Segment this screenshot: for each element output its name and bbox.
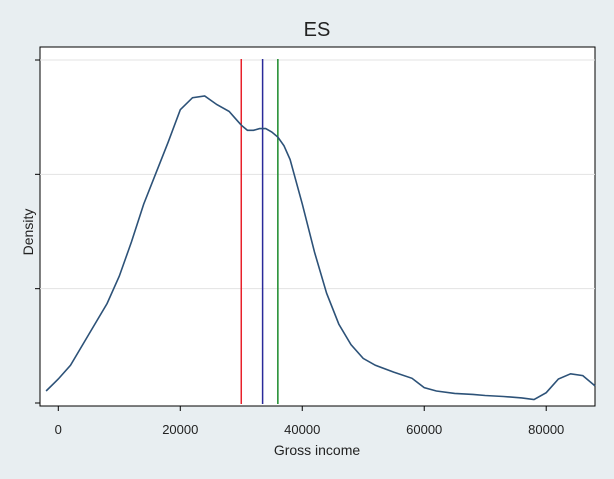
y-axis-label: Density bbox=[20, 209, 36, 256]
chart-title: ES bbox=[304, 19, 331, 41]
grid-lines bbox=[40, 59, 595, 290]
x-tick-label-1: 20000 bbox=[162, 422, 198, 437]
x-tick-label-4: 80000 bbox=[528, 422, 564, 437]
plot-area bbox=[39, 46, 596, 407]
x-tick-label-3: 60000 bbox=[406, 422, 442, 437]
x-tick-label-2: 40000 bbox=[284, 422, 320, 437]
density-curve bbox=[45, 95, 596, 401]
x-axis-label: Gross income bbox=[274, 442, 361, 458]
reference-lines bbox=[240, 59, 279, 404]
y-axis bbox=[35, 59, 40, 404]
x-axis: 0 20000 40000 60000 80000 bbox=[55, 406, 564, 437]
x-tick-label-0: 0 bbox=[55, 422, 62, 437]
